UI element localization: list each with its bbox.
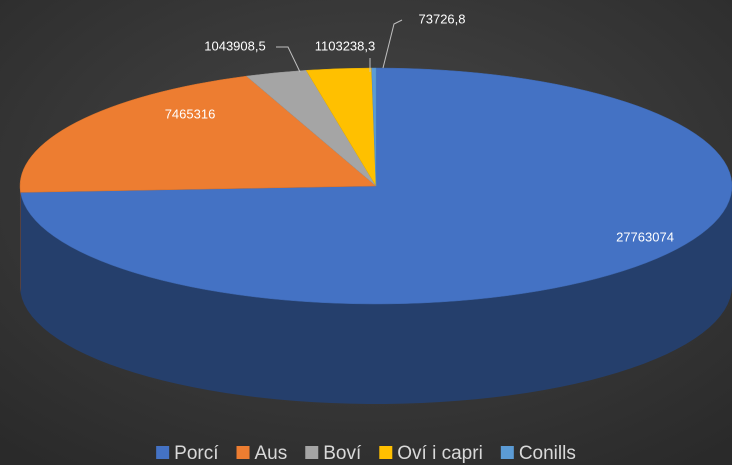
legend-swatch: [379, 446, 393, 459]
slice: [371, 67, 377, 187]
data-label: 27763074: [616, 229, 674, 244]
legend-swatch: [236, 446, 250, 459]
legend-swatch: [500, 446, 514, 459]
slice: [19, 75, 377, 193]
legend-swatch: [156, 446, 170, 459]
legend-label: Porcí: [174, 443, 219, 464]
data-label: 1103238,3: [315, 38, 376, 53]
leader-line: [276, 46, 301, 73]
legend-label: Conills: [519, 443, 576, 464]
slice-side: [20, 186, 732, 404]
legend-label: Oví i capri: [397, 443, 483, 464]
data-label: 7465316: [165, 106, 216, 121]
data-label: 73726,8: [419, 11, 466, 26]
legend-label: Aus: [255, 443, 288, 464]
legend-swatch: [305, 446, 319, 459]
leader-line: [382, 19, 403, 69]
data-label: 1043908,5: [204, 38, 265, 53]
slice-side: [20, 186, 21, 293]
legend-label: Boví: [323, 443, 362, 464]
